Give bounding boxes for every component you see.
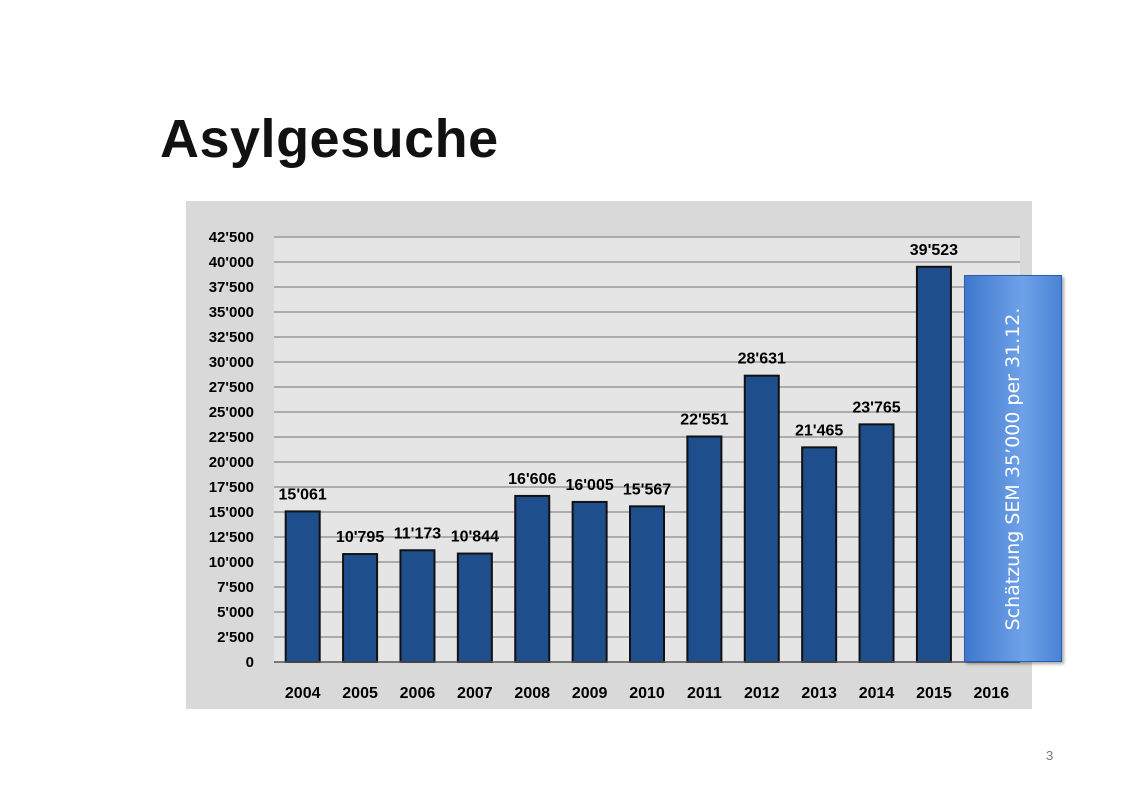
data-label-2015: 39'523 [910, 242, 958, 259]
data-label-2004: 15'061 [279, 486, 327, 503]
y-tick-label: 12'500 [209, 529, 254, 546]
bar-2006 [399, 549, 436, 664]
x-tick-label-2009: 2009 [572, 685, 608, 702]
x-tick-label-2005: 2005 [342, 685, 378, 702]
bar-2011 [686, 435, 723, 663]
data-label-2007: 10'844 [451, 529, 499, 546]
bar-2015 [915, 265, 952, 663]
y-tick-label: 2'500 [217, 629, 254, 646]
estimate-text: Schätzung SEM 35’000 per 31.12. [1002, 307, 1024, 630]
x-tick-label-2004: 2004 [285, 685, 321, 702]
y-axis-ticks: 0 2'500 5'000 7'500 10'000 12'500 15'000 17'500… [209, 229, 254, 671]
y-tick-label: 10'000 [209, 554, 254, 571]
y-tick-label: 35'000 [209, 304, 254, 321]
x-tick-label-2006: 2006 [400, 685, 436, 702]
x-tick-label-2014: 2014 [859, 685, 895, 702]
estimate-box: Schätzung SEM 35’000 per 31.12. [964, 275, 1062, 662]
slide-title: Asylgesuche [160, 109, 499, 169]
x-tick-label-2016: 2016 [974, 685, 1010, 702]
bar-2010 [629, 505, 665, 663]
y-tick-label: 32'500 [209, 329, 254, 346]
x-tick-label-2010: 2010 [629, 685, 665, 702]
page-number: 3 [1046, 748, 1054, 763]
y-tick-label: 25'000 [209, 404, 254, 421]
bar-2005 [342, 553, 379, 663]
data-labels: 15'061 10'795 11'173 10'844 16'606 16'005 15'5… [279, 242, 959, 546]
x-tick-label-2012: 2012 [744, 685, 780, 702]
data-label-2008: 16'606 [508, 471, 556, 488]
y-tick-label: 40'000 [209, 254, 254, 271]
x-tick-label-2015: 2015 [916, 685, 952, 702]
y-tick-label: 37'500 [209, 279, 254, 296]
data-label-2013: 21'465 [795, 422, 843, 439]
data-label-2011: 22'551 [680, 411, 728, 428]
data-label-2005: 10'795 [336, 529, 384, 546]
bar-2008 [514, 494, 551, 663]
bar-2013 [801, 446, 838, 663]
y-tick-label: 5'000 [217, 604, 254, 621]
y-tick-label: 20'000 [209, 454, 254, 471]
y-tick-label: 15'000 [209, 504, 254, 521]
data-label-2014: 23'765 [852, 399, 900, 416]
x-axis-ticks: 2004 2005 2006 2007 2008 2009 2010 2011 2012 2013… [285, 685, 1009, 702]
y-tick-label: 22'500 [209, 429, 254, 446]
bar-2004 [284, 510, 321, 664]
data-label-2009: 16'005 [565, 477, 613, 494]
bar-2009 [571, 500, 608, 664]
data-label-2006: 11'173 [394, 525, 442, 542]
x-tick-label-2007: 2007 [457, 685, 493, 702]
x-tick-label-2011: 2011 [687, 685, 722, 702]
y-tick-label: 30'000 [209, 354, 254, 371]
y-tick-label: 27'500 [209, 379, 254, 396]
y-tick-label: 7'500 [217, 579, 254, 596]
data-label-2012: 28'631 [738, 351, 786, 368]
bars [284, 265, 952, 664]
x-tick-label-2013: 2013 [801, 685, 837, 702]
y-tick-label: 42'500 [209, 229, 254, 246]
y-tick-label: 17'500 [209, 479, 254, 496]
bar-2012 [743, 374, 780, 663]
y-tick-label: 0 [246, 654, 254, 671]
data-label-2010: 15'567 [623, 481, 671, 498]
x-tick-label-2008: 2008 [514, 685, 550, 702]
bar-2014 [858, 423, 895, 663]
bar-2007 [456, 552, 493, 663]
